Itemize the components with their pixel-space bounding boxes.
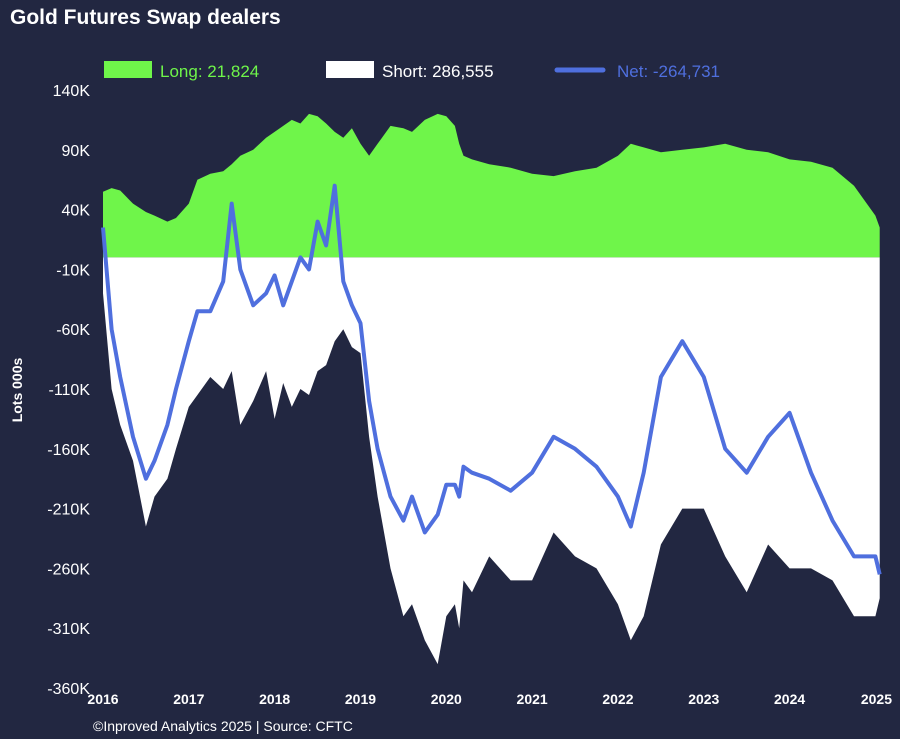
y-tick-label: -260K (47, 561, 90, 578)
y-tick-label: -310K (47, 621, 90, 638)
x-tick-label: 2018 (259, 691, 290, 707)
series-long-area (103, 113, 880, 258)
series-net-line (101, 183, 882, 575)
x-tick-label: 2024 (774, 691, 805, 707)
y-tick-label: 140K (53, 83, 91, 100)
y-tick-label: -210K (47, 502, 90, 519)
plot-area (101, 113, 882, 665)
x-tick-label: 2016 (87, 691, 118, 707)
y-tick-label: -60K (56, 322, 90, 339)
y-tick-label: -160K (47, 442, 90, 459)
y-tick-label: -10K (56, 262, 90, 279)
x-axis-ticks: 2016 2017 2018 2019 2020 2021 2022 2023 2024 2025 (87, 691, 892, 707)
y-tick-label: 40K (62, 203, 91, 220)
series-short-area (103, 257, 880, 665)
legend-swatch-short (326, 61, 374, 78)
x-tick-label: 2019 (345, 691, 376, 707)
legend-label-net: Net: -264,731 (617, 62, 720, 81)
y-axis-label: Lots 000s (9, 357, 25, 422)
legend: Long: 21,824 Short: 286,555 Net: -264,73… (104, 61, 720, 81)
legend-label-long: Long: 21,824 (160, 62, 259, 81)
y-axis-ticks: 140K 90K 40K -10K -60K -110K -160K -210K -260K -3… (47, 83, 90, 698)
x-tick-label: 2022 (602, 691, 633, 707)
chart-title: Gold Futures Swap dealers (10, 6, 281, 29)
footer-source: ©Inproved Analytics 2025 | Source: CFTC (93, 718, 353, 734)
x-tick-label: 2025 (861, 691, 892, 707)
x-tick-label: 2020 (431, 691, 462, 707)
y-tick-label: 90K (62, 143, 91, 160)
y-tick-label: -360K (47, 681, 90, 698)
legend-label-short: Short: 286,555 (382, 62, 494, 81)
x-tick-label: 2021 (517, 691, 548, 707)
legend-swatch-long (104, 61, 152, 78)
y-tick-label: -110K (48, 382, 90, 399)
x-tick-label: 2023 (688, 691, 719, 707)
x-tick-label: 2017 (173, 691, 204, 707)
